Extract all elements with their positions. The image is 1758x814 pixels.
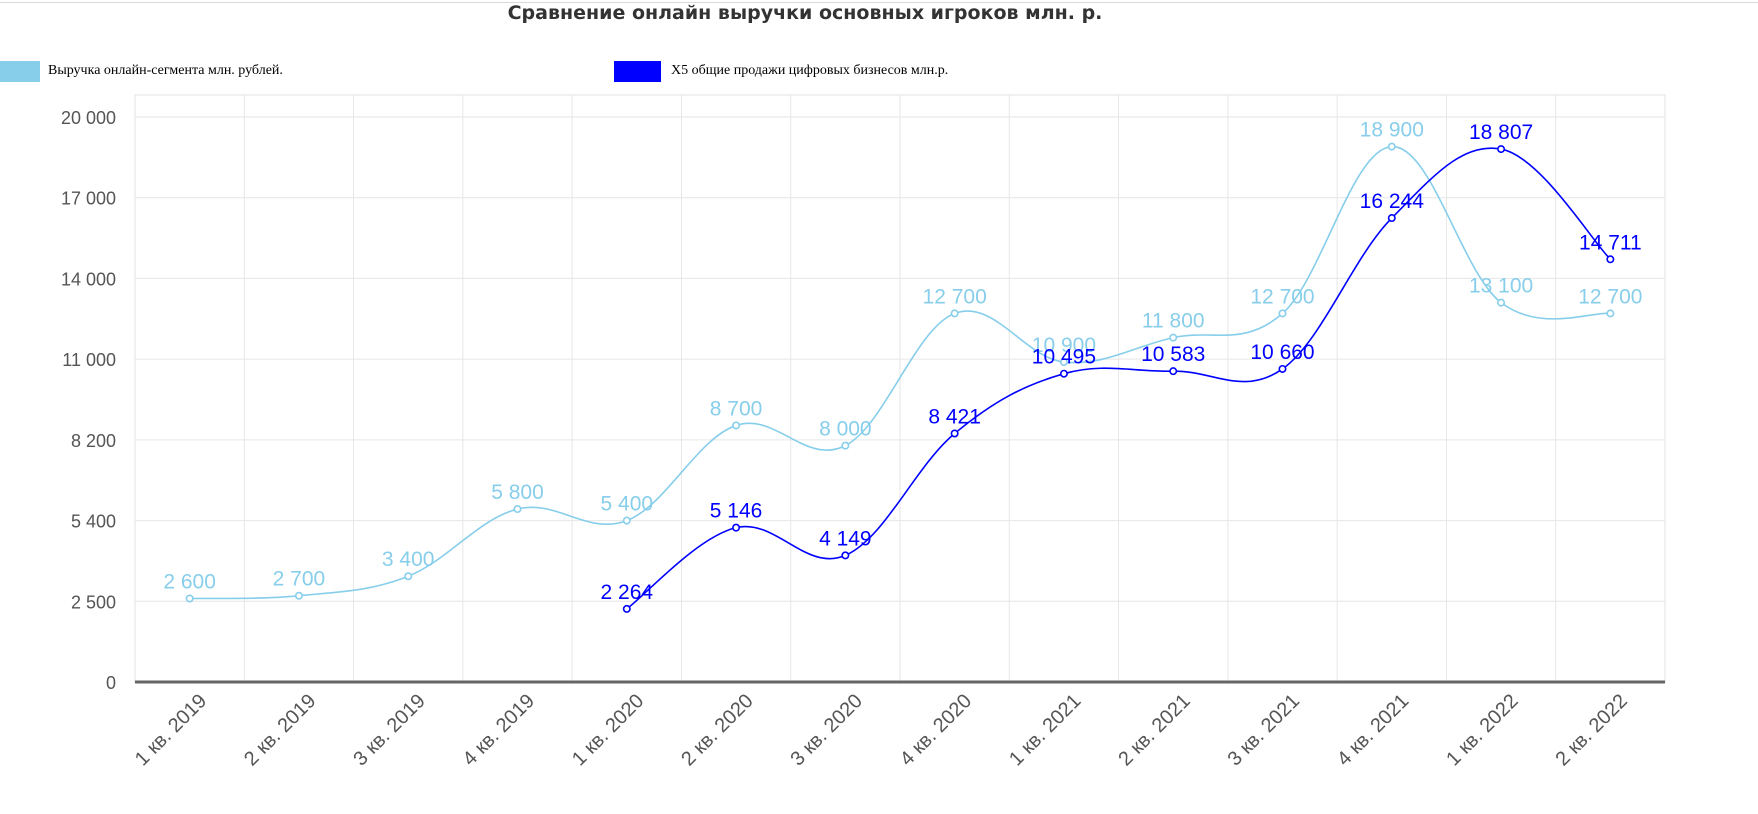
y-tick-label: 8 200 <box>71 431 116 451</box>
data-point <box>950 309 959 318</box>
data-label: 5 400 <box>601 493 654 516</box>
x-tick-label: 3 кв. 2021 <box>1224 690 1304 770</box>
data-point <box>622 516 631 525</box>
data-label: 13 100 <box>1469 275 1533 298</box>
data-point <box>841 441 850 450</box>
data-point <box>1497 145 1506 154</box>
data-label: 8 421 <box>928 405 981 428</box>
data-point <box>1059 358 1068 367</box>
y-tick-label: 5 400 <box>71 512 116 532</box>
x-tick-label: 1 кв. 2021 <box>1005 690 1085 770</box>
data-point <box>732 421 741 430</box>
x-tick-label: 2 кв. 2019 <box>240 690 320 770</box>
legend-swatch-x5-digital <box>614 61 661 82</box>
x-tick-label: 1 кв. 2019 <box>131 690 211 770</box>
x-tick-label: 1 кв. 2020 <box>568 690 648 770</box>
data-label: 2 600 <box>163 571 216 594</box>
data-label: 5 146 <box>710 500 763 523</box>
top-border <box>0 2 1758 3</box>
data-point <box>841 551 850 560</box>
data-point <box>622 604 631 613</box>
x-tick-label: 2 кв. 2020 <box>677 690 757 770</box>
data-label: 10 900 <box>1032 334 1096 357</box>
x-tick-label: 4 кв. 2020 <box>896 690 976 770</box>
x-tick-label: 1 кв. 2022 <box>1442 690 1522 770</box>
data-label: 3 400 <box>382 548 435 571</box>
data-label: 5 800 <box>491 481 544 504</box>
y-tick-label: 2 500 <box>71 592 116 612</box>
data-label: 12 700 <box>923 285 987 308</box>
data-point <box>404 572 413 581</box>
data-label: 11 800 <box>1142 310 1205 333</box>
data-point <box>185 594 194 603</box>
data-label: 12 700 <box>1578 285 1642 308</box>
data-label: 2 700 <box>273 568 326 591</box>
series-line-x5-digital <box>626 147 1611 610</box>
x-tick-label: 4 кв. 2021 <box>1333 690 1413 770</box>
data-label: 18 900 <box>1360 119 1424 142</box>
data-point <box>1606 309 1615 318</box>
x-tick-label: 2 кв. 2022 <box>1552 690 1632 770</box>
data-label: 14 711 <box>1579 231 1642 254</box>
data-point <box>1497 298 1506 307</box>
data-point <box>950 429 959 438</box>
data-point <box>1387 214 1396 223</box>
legend-label-online-revenue: Выручка онлайн-сегмента млн. рублей. <box>48 63 283 78</box>
y-tick-label: 17 000 <box>61 189 116 209</box>
data-label: 10 583 <box>1141 343 1205 366</box>
y-tick-label: 14 000 <box>61 269 116 289</box>
data-point <box>732 523 741 532</box>
data-label: 8 000 <box>819 418 872 441</box>
data-point <box>1387 142 1396 151</box>
x-tick-label: 4 кв. 2019 <box>459 690 539 770</box>
data-point <box>1169 333 1178 342</box>
chart-title: Сравнение онлайн выручки основных игроко… <box>507 2 1103 24</box>
data-point <box>1059 369 1068 378</box>
data-label: 12 700 <box>1250 285 1314 308</box>
data-point <box>1169 367 1178 376</box>
legend-label-x5-digital: X5 общие продажи цифровых бизнесов млн.р… <box>671 63 949 78</box>
x-tick-label: 3 кв. 2020 <box>787 690 867 770</box>
data-label: 16 244 <box>1360 190 1425 213</box>
legend: Выручка онлайн-сегмента млн. рублей. X5 … <box>0 61 1758 83</box>
data-label: 2 264 <box>601 581 654 604</box>
data-point <box>1606 255 1615 264</box>
y-tick-label: 11 000 <box>62 350 116 370</box>
data-label: 8 700 <box>710 397 763 420</box>
y-tick-label: 0 <box>106 673 116 693</box>
data-point <box>1278 309 1287 318</box>
y-tick-label: 20 000 <box>61 108 116 128</box>
data-label: 10 660 <box>1250 341 1314 364</box>
data-label: 4 149 <box>819 527 872 550</box>
data-point <box>294 591 303 600</box>
x-tick-label: 2 кв. 2021 <box>1114 690 1194 770</box>
data-point <box>1278 364 1287 373</box>
data-label: 10 495 <box>1032 346 1096 369</box>
x-tick-label: 3 кв. 2019 <box>349 690 429 770</box>
data-point <box>513 505 522 514</box>
legend-swatch-online-revenue <box>0 61 40 82</box>
data-label: 18 807 <box>1469 121 1533 144</box>
